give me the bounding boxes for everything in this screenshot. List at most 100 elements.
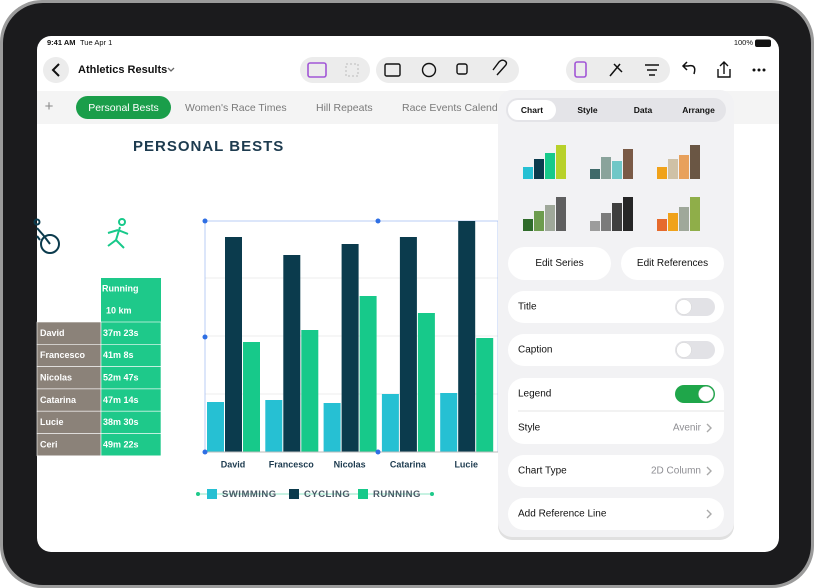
status-date: Tue Apr 1 <box>80 38 112 47</box>
thumbnail-bar[interactable] <box>690 145 700 179</box>
sheet-tab[interactable]: Race Events Calenda <box>402 102 504 114</box>
thumbnail-bar[interactable] <box>601 157 611 179</box>
thumbnail-bar[interactable] <box>623 197 633 231</box>
bar <box>458 221 476 452</box>
toggle-knob <box>698 386 714 402</box>
brush-button[interactable] <box>609 63 623 77</box>
panel-tab[interactable]: Style <box>577 105 598 115</box>
thumbnail-bar[interactable] <box>590 169 600 179</box>
legend-label: CYCLING <box>304 489 350 500</box>
thumbnail-bar[interactable] <box>523 167 533 179</box>
media-button[interactable] <box>307 62 327 78</box>
selection-handle[interactable] <box>202 218 208 224</box>
table-header-cell: Running <box>102 283 139 293</box>
shape-button[interactable] <box>456 63 468 75</box>
selection-handle[interactable] <box>375 218 381 224</box>
title-menu-chevron[interactable] <box>167 67 175 72</box>
document-title[interactable]: Athletics Results <box>78 64 167 76</box>
thumbnail-bar[interactable] <box>556 145 566 179</box>
row-value[interactable]: 2D Column <box>651 466 701 477</box>
sheet-tab[interactable]: Women's Race Times <box>185 102 287 114</box>
table-header-cell: 10 km <box>106 305 132 315</box>
undo-button[interactable] <box>681 61 696 75</box>
thumbnail-bar[interactable] <box>612 203 622 231</box>
panel-row-bg <box>508 334 724 366</box>
thumbnail-bar[interactable] <box>657 219 667 231</box>
chart-style-thumbnails <box>523 145 700 231</box>
thumbnail-bar[interactable] <box>657 167 667 179</box>
status-battery-text: 100% <box>734 38 754 47</box>
attach-button[interactable] <box>492 59 508 76</box>
sheet-tab[interactable]: Personal Bests <box>88 102 159 114</box>
thumbnail-bar[interactable] <box>690 197 700 231</box>
thumbnail-bar[interactable] <box>668 159 678 179</box>
row-label: Style <box>518 423 541 434</box>
x-tick-label: Catarina <box>390 459 427 469</box>
x-tick-label: Francesco <box>269 459 315 469</box>
selection-handle[interactable] <box>202 449 208 455</box>
table-name-cell: Francesco <box>40 350 86 360</box>
thumbnail-bar[interactable] <box>679 155 689 179</box>
table-value-cell: 52m 47s <box>103 372 139 382</box>
table-header-bg <box>101 278 161 322</box>
chevron <box>706 509 712 519</box>
add-sheet-button[interactable]: + <box>45 98 54 115</box>
x-tick-label: Nicolas <box>334 459 366 469</box>
thumbnail-bar[interactable] <box>523 219 533 231</box>
runner-icon <box>107 218 129 249</box>
panel-button-label: Edit Series <box>535 258 583 269</box>
thumbnail-bar[interactable] <box>534 159 544 179</box>
back-button[interactable] <box>43 57 69 83</box>
format-button[interactable] <box>574 61 587 78</box>
table-name-cell: David <box>40 328 65 338</box>
legend-label: RUNNING <box>373 489 421 500</box>
legend-swatch <box>207 489 217 499</box>
layout-button[interactable] <box>345 63 359 77</box>
bar <box>283 255 301 452</box>
thumbnail-bar[interactable] <box>556 197 566 231</box>
toggle-label: Caption <box>518 345 552 356</box>
toggle-knob <box>676 342 692 358</box>
chart-button[interactable] <box>421 62 437 78</box>
bar <box>225 237 242 452</box>
sheet-tab[interactable]: Hill Repeats <box>316 102 373 114</box>
chevron <box>706 423 712 433</box>
share-button[interactable] <box>717 61 731 78</box>
status-time: 9:41 AM <box>47 38 75 47</box>
thumbnail-bar[interactable] <box>590 221 600 231</box>
panel-button[interactable] <box>621 247 724 280</box>
thumbnail-bar[interactable] <box>679 207 689 231</box>
panel-row-bg[interactable] <box>508 498 724 530</box>
x-tick-label: Lucie <box>454 459 478 469</box>
cyclist-icon <box>33 218 60 254</box>
panel-tab-bar <box>506 98 726 122</box>
table-button[interactable] <box>384 63 401 77</box>
table-name-cell: Catarina <box>40 395 77 405</box>
panel-tab[interactable]: Arrange <box>682 105 715 115</box>
row-value[interactable]: Avenir <box>673 423 702 434</box>
thumbnail-bar[interactable] <box>612 161 622 179</box>
legend-swatch <box>289 489 299 499</box>
row-label: Chart Type <box>518 466 567 477</box>
bar <box>440 393 458 452</box>
thumbnail-bar[interactable] <box>668 213 678 231</box>
panel-tab[interactable]: Data <box>634 105 653 115</box>
panel-tab[interactable]: Chart <box>521 105 543 115</box>
data-table: Running 10 km David 37m 23s Francesco 41m 8s N… <box>36 278 162 457</box>
selection-handle[interactable] <box>375 449 381 455</box>
thumbnail-bar[interactable] <box>545 205 555 231</box>
panel-button[interactable] <box>508 247 611 280</box>
bar <box>359 296 377 452</box>
organize-button[interactable] <box>645 64 659 76</box>
thumbnail-bar[interactable] <box>545 153 555 179</box>
legend-label: SWIMMING <box>222 489 277 500</box>
panel-row-bg <box>508 291 724 323</box>
bar <box>323 403 341 452</box>
sheet-title: PERSONAL BESTS <box>133 138 284 155</box>
selection-handle[interactable] <box>202 334 208 340</box>
thumbnail-bar[interactable] <box>534 211 544 231</box>
thumbnail-bar[interactable] <box>623 149 633 179</box>
more-button[interactable] <box>752 68 766 72</box>
thumbnail-bar[interactable] <box>601 213 611 231</box>
